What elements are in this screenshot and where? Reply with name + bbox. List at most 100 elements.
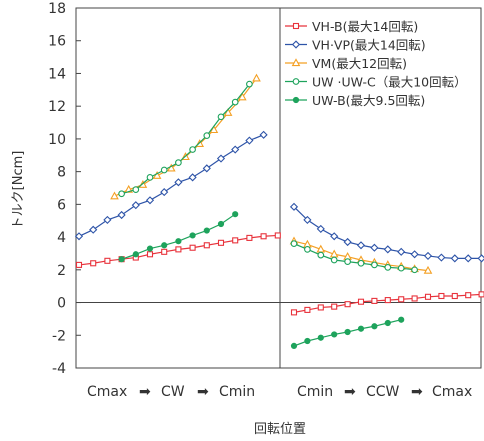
- data-point: [132, 186, 140, 193]
- data-point: [160, 166, 168, 174]
- data-point: [292, 96, 300, 104]
- data-point: [217, 239, 225, 246]
- data-point: [216, 154, 226, 163]
- y-ticks-group: 18 16 14 12 10 8 6 4 2 0 -2 -4: [48, 1, 81, 377]
- data-point: [317, 304, 324, 311]
- data-point: [371, 297, 378, 304]
- data-point: [397, 247, 406, 256]
- data-point: [383, 245, 392, 254]
- y-tick-label: 18: [48, 1, 66, 17]
- data-point: [132, 251, 139, 258]
- data-point: [465, 292, 472, 299]
- data-point: [231, 145, 240, 154]
- segment-label-left: Cmax ➡ CW ➡ Cmin: [87, 384, 255, 400]
- data-point: [290, 240, 298, 247]
- legend: VH-B(最大14回転) VH·VP(最大14回転) VM(最大12回転) UW ·U…: [285, 19, 467, 108]
- data-point: [384, 319, 391, 327]
- series-line-left: [114, 78, 257, 197]
- data-point: [344, 258, 351, 265]
- data-point: [252, 73, 261, 82]
- data-point: [357, 298, 365, 305]
- series-3: [118, 80, 418, 274]
- data-point: [411, 266, 418, 274]
- data-point: [103, 215, 112, 224]
- data-point: [74, 232, 84, 241]
- data-point: [89, 225, 98, 234]
- data-point: [317, 251, 325, 259]
- data-point: [356, 241, 366, 250]
- data-point: [304, 306, 311, 313]
- data-point: [231, 98, 239, 106]
- data-point: [411, 295, 418, 302]
- data-point: [304, 337, 311, 345]
- segment-left-end: Cmin: [219, 384, 255, 400]
- data-point: [397, 264, 405, 272]
- data-point: [291, 58, 301, 67]
- data-point: [423, 251, 433, 260]
- segment-left-arrow-1: ➡: [139, 384, 151, 400]
- data-point: [223, 107, 233, 116]
- segment-label-right: Cmin ➡ CCW ➡ Cmax: [297, 384, 472, 400]
- data-point: [331, 331, 338, 338]
- series-1: [74, 130, 484, 263]
- data-point: [203, 242, 210, 249]
- data-point: [118, 190, 125, 198]
- segment-right-arrow-2: ➡: [411, 384, 423, 400]
- x-axis-label: 回転位置: [254, 422, 306, 437]
- data-point: [246, 80, 253, 88]
- data-point: [189, 232, 196, 239]
- data-point: [450, 254, 459, 263]
- data-point: [290, 309, 298, 316]
- y-axis-label: トルク[Ncm]: [11, 151, 26, 230]
- data-point: [357, 259, 365, 267]
- data-point: [146, 245, 154, 252]
- data-point: [343, 237, 352, 247]
- data-point: [438, 292, 445, 300]
- segment-left-mid: CW: [161, 384, 185, 400]
- y-tick-label: 2: [57, 263, 66, 279]
- data-point: [344, 328, 351, 336]
- data-point: [145, 196, 155, 205]
- data-point: [117, 210, 126, 220]
- data-point: [437, 253, 446, 262]
- y-tick-label: 16: [48, 34, 66, 50]
- series-line-left: [121, 213, 236, 260]
- y-tick-label: 0: [57, 296, 66, 312]
- data-point: [304, 246, 311, 253]
- data-point: [292, 22, 300, 30]
- data-point: [330, 256, 338, 264]
- data-point: [232, 211, 239, 218]
- data-point: [303, 215, 312, 224]
- data-point: [292, 78, 300, 85]
- plot-frame: [75, 7, 482, 369]
- legend-label: UW ·UW-C（最大10回転）: [312, 75, 467, 90]
- y-tick-label: 10: [48, 132, 66, 148]
- legend-label: VM(最大12回転): [312, 56, 407, 71]
- segment-right-start: Cmin: [297, 384, 333, 400]
- data-point: [188, 173, 197, 182]
- data-point: [232, 237, 239, 244]
- y-tick-label: 4: [57, 230, 66, 246]
- segment-left-arrow-2: ➡: [197, 384, 209, 400]
- y-tick-label: -4: [52, 361, 66, 377]
- data-point: [110, 191, 119, 200]
- data-point: [203, 132, 211, 139]
- data-point: [75, 261, 83, 268]
- data-point: [175, 159, 182, 166]
- data-point: [217, 113, 225, 121]
- data-point: [161, 248, 168, 255]
- data-point: [478, 291, 484, 298]
- y-tick-label: 14: [48, 66, 66, 82]
- data-point: [146, 251, 154, 258]
- data-point: [259, 130, 268, 139]
- series-0: [75, 232, 484, 316]
- data-point: [290, 342, 298, 350]
- data-point: [344, 301, 351, 308]
- data-point: [202, 164, 211, 173]
- data-point: [423, 265, 433, 274]
- data-point: [464, 254, 473, 263]
- segment-right-mid: CCW: [366, 384, 400, 400]
- data-point: [260, 233, 267, 240]
